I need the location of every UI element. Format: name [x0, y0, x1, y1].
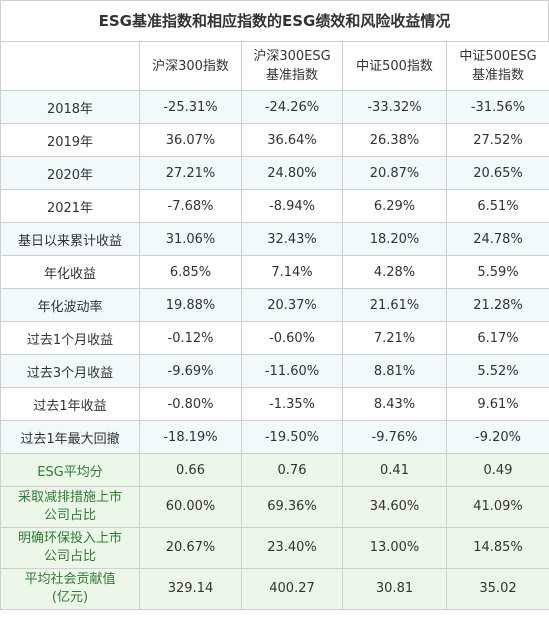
table-cell: -33.32%	[342, 90, 447, 124]
header-cell-hs300-esg: 沪深300ESG 基准指数	[241, 41, 343, 91]
row-label: 2018年	[0, 90, 140, 124]
table-cell: 20.65%	[446, 156, 549, 190]
row-label: 年化波动率	[0, 288, 140, 322]
table-cell: -18.19%	[139, 420, 242, 454]
table-cell: 6.29%	[342, 189, 447, 223]
table-row: 采取减排措施上市 公司占比 60.00% 69.36% 34.60% 41.09…	[0, 486, 549, 528]
table-cell: 31.06%	[139, 222, 242, 256]
table-cell: -25.31%	[139, 90, 242, 124]
table-cell: -9.76%	[342, 420, 447, 454]
table-cell: 8.43%	[342, 387, 447, 421]
header-cell-corner	[0, 41, 140, 91]
table-cell: -8.94%	[241, 189, 343, 223]
table-cell: 5.52%	[446, 354, 549, 388]
table-cell: -31.56%	[446, 90, 549, 124]
table-cell: -9.20%	[446, 420, 549, 454]
row-label: 过去3个月收益	[0, 354, 140, 388]
table-cell: 21.28%	[446, 288, 549, 322]
row-label: 平均社会贡献值 (亿元)	[0, 568, 140, 610]
table-row: 过去1个月收益 -0.12% -0.60% 7.21% 6.17%	[0, 321, 549, 355]
table-cell: 32.43%	[241, 222, 343, 256]
table-cell: 400.27	[241, 568, 343, 610]
table-cell: 24.80%	[241, 156, 343, 190]
table-row: 年化收益 6.85% 7.14% 4.28% 5.59%	[0, 255, 549, 289]
table-cell: 60.00%	[139, 486, 242, 528]
table-cell: -0.60%	[241, 321, 343, 355]
row-label: ESG平均分	[0, 453, 140, 487]
row-label: 2020年	[0, 156, 140, 190]
table-cell: 18.20%	[342, 222, 447, 256]
esg-performance-table: 沪深300指数 沪深300ESG 基准指数 中证500指数 中证500ESG 基…	[0, 41, 549, 610]
table-cell: 6.17%	[446, 321, 549, 355]
table-row: 过去1年收益 -0.80% -1.35% 8.43% 9.61%	[0, 387, 549, 421]
table-cell: 20.87%	[342, 156, 447, 190]
header-cell-zz500-esg: 中证500ESG 基准指数	[446, 41, 549, 91]
table-cell: -7.68%	[139, 189, 242, 223]
table-cell: 26.38%	[342, 123, 447, 157]
table-cell: 7.21%	[342, 321, 447, 355]
table-cell: 7.14%	[241, 255, 343, 289]
table-title: ESG基准指数和相应指数的ESG绩效和风险收益情况	[0, 0, 549, 41]
table-cell: 4.28%	[342, 255, 447, 289]
row-label: 明确环保投入上市 公司占比	[0, 527, 140, 569]
header-cell-hs300: 沪深300指数	[139, 41, 242, 91]
table-cell: 20.37%	[241, 288, 343, 322]
table-cell: 329.14	[139, 568, 242, 610]
table-cell: 34.60%	[342, 486, 447, 528]
table-cell: -24.26%	[241, 90, 343, 124]
table-row: 基日以来累计收益 31.06% 32.43% 18.20% 24.78%	[0, 222, 549, 256]
table-row: 过去3个月收益 -9.69% -11.60% 8.81% 5.52%	[0, 354, 549, 388]
table-cell: 19.88%	[139, 288, 242, 322]
table-cell: 69.36%	[241, 486, 343, 528]
row-label: 基日以来累计收益	[0, 222, 140, 256]
table-cell: 8.81%	[342, 354, 447, 388]
table-cell: 0.41	[342, 453, 447, 487]
table-cell: 6.85%	[139, 255, 242, 289]
table-cell: -11.60%	[241, 354, 343, 388]
table-cell: 13.00%	[342, 527, 447, 569]
table-cell: 20.67%	[139, 527, 242, 569]
table-cell: 0.76	[241, 453, 343, 487]
table-cell: 21.61%	[342, 288, 447, 322]
row-label: 过去1个月收益	[0, 321, 140, 355]
row-label: 过去1年最大回撤	[0, 420, 140, 454]
table-row: 明确环保投入上市 公司占比 20.67% 23.40% 13.00% 14.85…	[0, 527, 549, 569]
table-cell: 36.64%	[241, 123, 343, 157]
row-label: 2021年	[0, 189, 140, 223]
table-cell: 6.51%	[446, 189, 549, 223]
row-label: 年化收益	[0, 255, 140, 289]
table-cell: 0.49	[446, 453, 549, 487]
table-row: 2021年 -7.68% -8.94% 6.29% 6.51%	[0, 189, 549, 223]
table-cell: 27.52%	[446, 123, 549, 157]
table-cell: -19.50%	[241, 420, 343, 454]
table-row: 2018年 -25.31% -24.26% -33.32% -31.56%	[0, 90, 549, 124]
table-cell: -1.35%	[241, 387, 343, 421]
table-cell: 36.07%	[139, 123, 242, 157]
row-label: 采取减排措施上市 公司占比	[0, 486, 140, 528]
table-row: 2019年 36.07% 36.64% 26.38% 27.52%	[0, 123, 549, 157]
table-row: 过去1年最大回撤 -18.19% -19.50% -9.76% -9.20%	[0, 420, 549, 454]
table-cell: 9.61%	[446, 387, 549, 421]
table-cell: 23.40%	[241, 527, 343, 569]
table-cell: 27.21%	[139, 156, 242, 190]
table-row: 年化波动率 19.88% 20.37% 21.61% 21.28%	[0, 288, 549, 322]
table-cell: 30.81	[342, 568, 447, 610]
table-cell: 0.66	[139, 453, 242, 487]
header-row: 沪深300指数 沪深300ESG 基准指数 中证500指数 中证500ESG 基…	[0, 41, 549, 91]
table-cell: 14.85%	[446, 527, 549, 569]
table-cell: -0.80%	[139, 387, 242, 421]
table-cell: 35.02	[446, 568, 549, 610]
table-row: ESG平均分 0.66 0.76 0.41 0.49	[0, 453, 549, 487]
table-cell: 24.78%	[446, 222, 549, 256]
table-cell: -0.12%	[139, 321, 242, 355]
table-cell: 5.59%	[446, 255, 549, 289]
table-cell: -9.69%	[139, 354, 242, 388]
table-cell: 41.09%	[446, 486, 549, 528]
table-row: 平均社会贡献值 (亿元) 329.14 400.27 30.81 35.02	[0, 568, 549, 610]
table-row: 2020年 27.21% 24.80% 20.87% 20.65%	[0, 156, 549, 190]
row-label: 过去1年收益	[0, 387, 140, 421]
header-cell-zz500: 中证500指数	[342, 41, 447, 91]
row-label: 2019年	[0, 123, 140, 157]
